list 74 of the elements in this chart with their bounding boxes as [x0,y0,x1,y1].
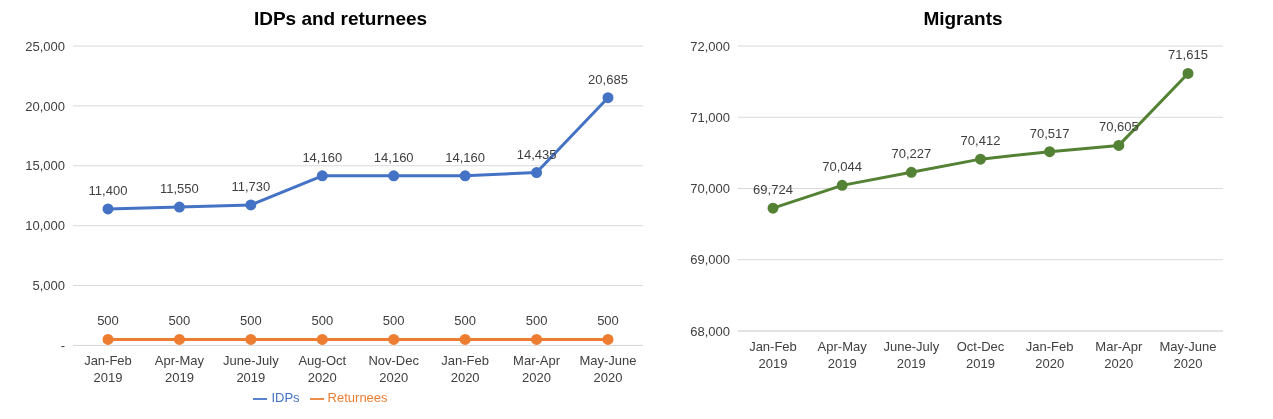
data-label: 500 [240,313,262,329]
y-tick-label: 71,000 [690,109,730,125]
data-label: 70,412 [960,133,1001,149]
data-label: 70,227 [891,146,932,162]
point [905,166,917,178]
point [173,333,185,345]
y-tick-label: 10,000 [25,218,65,234]
point [388,333,400,345]
x-tick-label: Jan-Feb 2019 [749,339,797,371]
data-label: 500 [525,313,548,329]
point [102,333,114,345]
point [173,201,185,213]
x-tick-label: Jan-Feb 2019 [84,353,132,386]
point [102,203,114,215]
point [531,167,543,179]
y-tick-label: 5,000 [32,278,65,294]
x-tick-label: Apr-May 2019 [817,339,868,371]
point [459,333,471,345]
data-label: 11,400 [88,182,128,198]
data-label: 11,730 [231,178,271,194]
data-label: 500 [382,313,405,329]
point [245,333,257,345]
x-tick-label: Mar-Apr 2020 [513,353,561,386]
data-label: 500 [97,313,119,329]
data-label: 14,160 [302,149,343,165]
y-tick-label: 15,000 [25,158,65,174]
point [1113,139,1125,151]
x-tick-label: Jan-Feb 2020 [441,353,489,386]
point [1044,146,1056,158]
data-label: 500 [168,313,191,329]
point [388,170,400,182]
x-tick-label: Jan-Feb 2020 [1025,339,1074,371]
x-tick-label: Mar-Apr 2020 [1095,339,1143,371]
data-label: 14,160 [373,149,414,165]
y-tick-label: 68,000 [690,323,730,339]
y-tick-label: 25,000 [25,38,65,54]
point [316,333,328,345]
data-label: 500 [311,313,334,329]
x-tick-label: May-June 2020 [1159,339,1217,371]
point [975,153,986,165]
point [836,179,848,191]
point [767,202,779,214]
data-label: 70,044 [822,159,863,175]
point [602,92,614,104]
x-tick-label: Apr-May 2019 [154,353,205,386]
chart-title: IDPs and returnees [252,8,429,31]
data-label: 11,550 [160,181,199,197]
y-tick-label: 20,000 [25,98,65,114]
y-tick-label: 72,000 [690,38,730,54]
point [602,333,614,345]
point [245,199,257,211]
point [459,170,471,182]
data-label: 500 [454,313,476,329]
data-label: 20,685 [588,71,628,87]
data-label: 500 [597,313,619,329]
y-tick-label: 70,000 [690,181,730,197]
data-label: 69,724 [753,182,793,198]
x-tick-label: June-July 2019 [883,339,940,371]
x-tick-label: June-July 2019 [223,353,280,386]
y-tick-label: - [60,338,65,354]
x-tick-label: Aug-Oct 2020 [298,353,347,386]
x-tick-label: Nov-Dec 2020 [368,353,420,386]
data-label: 70,517 [1029,125,1070,141]
legend-label: IDPs [271,390,300,406]
data-label: 14,160 [445,149,486,165]
point [1182,67,1194,79]
y-tick-label: 69,000 [690,252,730,268]
x-tick-label: Oct-Dec 2019 [956,339,1005,371]
legend-label: Returnees [327,390,388,406]
point [531,333,543,345]
chart-title: Migrants [922,8,1004,31]
x-tick-label: May-June 2020 [579,353,637,386]
data-label: 71,615 [1168,47,1208,63]
point [316,170,328,182]
